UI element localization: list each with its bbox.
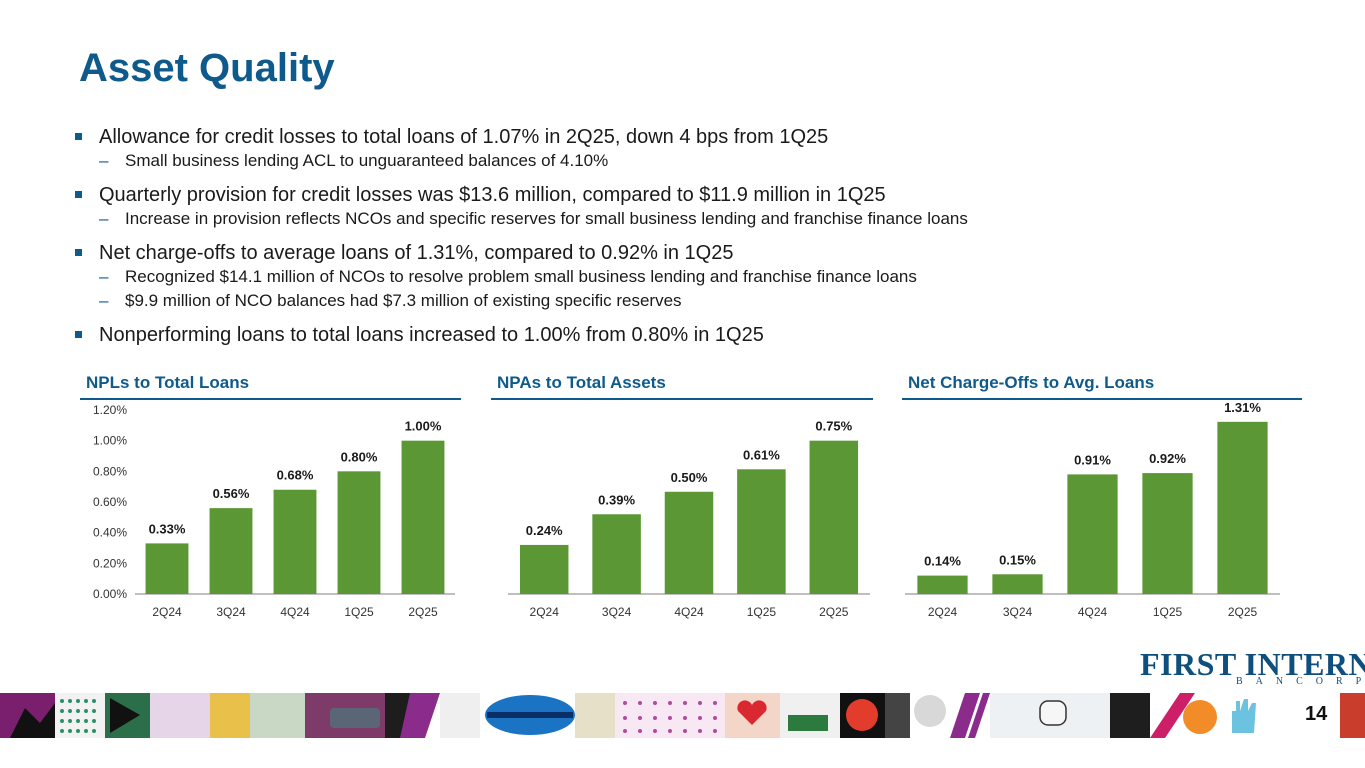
data-label: 0.91% [1074, 452, 1111, 467]
data-label: 0.56% [213, 486, 250, 501]
bar [1067, 474, 1118, 594]
y-tick-label: 0.40% [93, 526, 127, 540]
sub-bullet-item: – $9.9 million of NCO balances had $7.3 … [99, 289, 1273, 313]
x-tick-label: 3Q24 [1003, 605, 1033, 619]
data-label: 0.24% [526, 523, 563, 538]
x-tick-label: 4Q24 [280, 605, 310, 619]
decorative-banner [0, 693, 1365, 738]
data-label: 0.39% [598, 492, 635, 507]
bullet-list: Allowance for credit losses to total loa… [73, 125, 1273, 347]
y-tick-label: 1.00% [93, 434, 127, 448]
data-label: 0.50% [671, 470, 708, 485]
data-label: 1.31% [1224, 400, 1261, 415]
bar [1142, 473, 1193, 594]
y-tick-label: 0.00% [93, 587, 127, 601]
bullet-square-icon [75, 249, 82, 256]
bar [519, 544, 569, 594]
data-label: 0.75% [815, 419, 852, 434]
chart-rule-npa [491, 398, 873, 400]
bullet-item: Nonperforming loans to total loans incre… [73, 323, 1273, 347]
x-tick-label: 4Q24 [674, 605, 704, 619]
x-tick-label: 1Q25 [1153, 605, 1183, 619]
bar [992, 574, 1043, 594]
bar [209, 508, 253, 594]
bar [737, 469, 786, 594]
bullet-text: Allowance for credit losses to total loa… [99, 126, 829, 148]
bar [664, 491, 714, 594]
x-tick-label: 1Q25 [747, 605, 777, 619]
bar [145, 543, 189, 594]
bar [337, 471, 381, 594]
sub-bullet-item: – Recognized $14.1 million of NCOs to re… [99, 265, 1273, 289]
chart-title-nco: Net Charge-Offs to Avg. Loans [908, 373, 1155, 392]
sub-bullet-item: – Small business lending ACL to unguaran… [99, 149, 1273, 173]
chart-rule-npl [80, 398, 461, 400]
bullet-square-icon [75, 331, 82, 338]
logo-wordmark: FIRST INTERNET [1140, 646, 1365, 682]
dash-icon: – [99, 209, 109, 228]
x-tick-label: 2Q25 [819, 605, 849, 619]
bar [592, 514, 641, 594]
company-logo: FIRST INTERNET BANCORP [1140, 646, 1365, 687]
bullet-item: Quarterly provision for credit losses wa… [73, 183, 1273, 207]
dash-icon: – [99, 267, 109, 286]
x-tick-label: 2Q24 [152, 605, 182, 619]
bullet-text: Net charge-offs to average loans of 1.31… [99, 242, 734, 264]
y-tick-label: 0.60% [93, 495, 127, 509]
page-title: Asset Quality [79, 46, 335, 90]
bullet-item: Allowance for credit losses to total loa… [73, 125, 1273, 149]
page-number: 14 [1305, 703, 1328, 725]
logo-subtext: BANCORP [1236, 676, 1365, 687]
sub-bullet-item: – Increase in provision reflects NCOs an… [99, 207, 1273, 231]
y-tick-label: 1.20% [93, 403, 127, 417]
x-tick-label: 4Q24 [1078, 605, 1108, 619]
x-tick-label: 1Q25 [344, 605, 374, 619]
bar [401, 440, 445, 594]
data-label: 0.68% [277, 468, 314, 483]
charts-area: 0.00% 0.20% 0.40% 0.60% 0.80% 1.00% 1.20% 0.33%… [93, 400, 1280, 619]
data-label: 0.15% [999, 552, 1036, 567]
bullet-text: Quarterly provision for credit losses wa… [99, 184, 886, 206]
chart-rule-nco [902, 398, 1302, 400]
x-tick-label: 3Q24 [216, 605, 246, 619]
data-label: 0.80% [341, 449, 378, 464]
bullet-item: Net charge-offs to average loans of 1.31… [73, 241, 1273, 265]
sub-bullet-text: Recognized $14.1 million of NCOs to reso… [125, 267, 917, 286]
y-tick-label: 0.80% [93, 464, 127, 478]
data-label: 0.61% [743, 447, 780, 462]
bullet-text: Nonperforming loans to total loans incre… [99, 324, 764, 346]
bar [1217, 421, 1268, 594]
y-tick-label: 0.20% [93, 556, 127, 570]
bar [273, 489, 317, 594]
x-tick-label: 2Q24 [928, 605, 958, 619]
x-tick-label: 2Q24 [530, 605, 560, 619]
bar [917, 575, 968, 594]
sub-bullet-text: Small business lending ACL to unguarante… [125, 151, 609, 170]
dash-icon: – [99, 151, 109, 170]
data-label: 0.14% [924, 554, 961, 569]
sub-bullet-text: Increase in provision reflects NCOs and … [125, 209, 968, 228]
x-tick-label: 2Q25 [1228, 605, 1258, 619]
chart-title-npa: NPAs to Total Assets [497, 373, 666, 392]
bullet-square-icon [75, 133, 82, 140]
chart-title-npl: NPLs to Total Loans [86, 373, 250, 392]
x-tick-label: 3Q24 [602, 605, 632, 619]
sub-bullet-text: $9.9 million of NCO balances had $7.3 mi… [125, 291, 682, 310]
bullet-square-icon [75, 191, 82, 198]
bar [809, 440, 859, 594]
x-tick-label: 2Q25 [408, 605, 438, 619]
data-label: 0.33% [149, 521, 186, 536]
data-label: 1.00% [405, 419, 442, 434]
dash-icon: – [99, 291, 109, 310]
data-label: 0.92% [1149, 451, 1186, 466]
